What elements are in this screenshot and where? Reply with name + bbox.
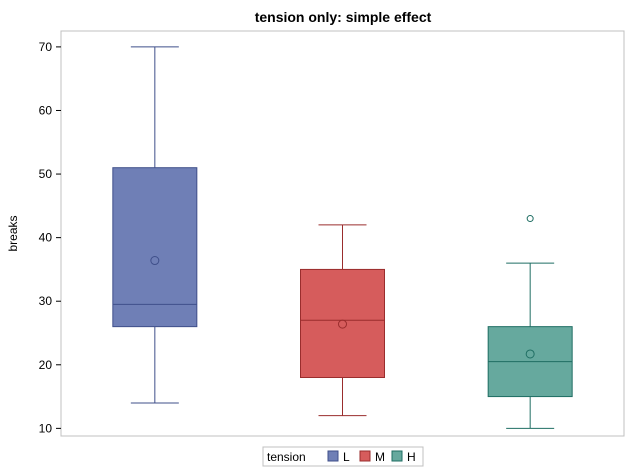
legend-title: tension	[267, 450, 306, 464]
mean-marker	[338, 319, 347, 329]
legend: tension L M H	[262, 446, 424, 467]
iqr-box	[300, 268, 385, 379]
mean-marker	[525, 349, 535, 359]
mean-marker	[150, 256, 160, 266]
box-H	[487, 215, 573, 429]
legend-swatch-H	[391, 450, 403, 462]
y-axis-label: breaks	[6, 215, 20, 251]
legend-frame	[262, 446, 424, 467]
box-M	[300, 224, 385, 417]
legend-swatch-L	[327, 450, 339, 462]
y-axis: 10 20 30 40 50 60 70	[39, 40, 61, 435]
y-tick-label: 20	[39, 358, 53, 372]
y-tick-label: 70	[39, 40, 53, 54]
y-tick-label: 40	[39, 231, 53, 245]
legend-swatch-M	[359, 450, 371, 462]
y-tick-label: 50	[39, 167, 53, 181]
legend-label-L: L	[343, 450, 350, 464]
legend-label-H: H	[407, 450, 416, 464]
chart-title: tension only: simple effect	[255, 9, 432, 25]
legend-label-M: M	[375, 450, 385, 464]
y-tick-label: 30	[39, 294, 53, 308]
box-L	[112, 46, 198, 404]
box-group	[112, 46, 573, 429]
iqr-box	[112, 167, 198, 328]
plot-area-frame	[60, 30, 625, 437]
outlier-point	[526, 215, 534, 223]
y-tick-label: 60	[39, 103, 53, 117]
y-tick-label: 10	[39, 421, 53, 435]
